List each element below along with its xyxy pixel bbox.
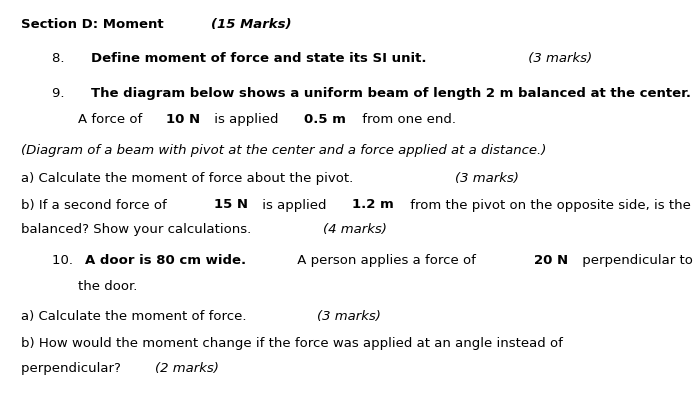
Text: 9.: 9. [52,87,82,100]
Text: perpendicular?: perpendicular? [21,362,125,375]
Text: 15 N: 15 N [214,198,248,212]
Text: 10 N: 10 N [166,113,200,126]
Text: A door is 80 cm wide.: A door is 80 cm wide. [85,254,246,267]
Text: a) Calculate the moment of force about the pivot.: a) Calculate the moment of force about t… [21,172,357,185]
Text: 20 N: 20 N [534,254,569,267]
Text: the door.: the door. [78,280,137,293]
Text: (3 marks): (3 marks) [318,310,381,324]
Text: is applied: is applied [259,198,331,212]
Text: A person applies a force of: A person applies a force of [293,254,480,267]
Text: (3 marks): (3 marks) [455,172,519,185]
Text: is applied: is applied [211,113,283,126]
Text: b) If a second force of: b) If a second force of [21,198,171,212]
Text: (Diagram of a beam with pivot at the center and a force applied at a distance.): (Diagram of a beam with pivot at the cen… [21,144,546,157]
Text: (2 marks): (2 marks) [155,362,219,375]
Text: A force of: A force of [78,113,147,126]
Text: Section D: Moment: Section D: Moment [21,18,168,31]
Text: perpendicular to the edge of: perpendicular to the edge of [578,254,695,267]
Text: (15 Marks): (15 Marks) [211,18,291,31]
Text: 8.: 8. [52,52,82,65]
Text: a) Calculate the moment of force.: a) Calculate the moment of force. [21,310,251,324]
Text: (3 marks): (3 marks) [524,52,592,65]
Text: balanced? Show your calculations.: balanced? Show your calculations. [21,223,255,236]
Text: The diagram below shows a uniform beam of length 2 m balanced at the center.: The diagram below shows a uniform beam o… [91,87,691,100]
Text: 1.2 m: 1.2 m [352,198,394,212]
Text: 10.: 10. [52,254,77,267]
Text: from one end.: from one end. [358,113,456,126]
Text: 0.5 m: 0.5 m [304,113,346,126]
Text: b) How would the moment change if the force was applied at an angle instead of: b) How would the moment change if the fo… [21,337,563,350]
Text: (4 marks): (4 marks) [323,223,387,236]
Text: Define moment of force and state its SI unit.: Define moment of force and state its SI … [91,52,426,65]
Text: from the pivot on the opposite side, is the beam: from the pivot on the opposite side, is … [406,198,695,212]
